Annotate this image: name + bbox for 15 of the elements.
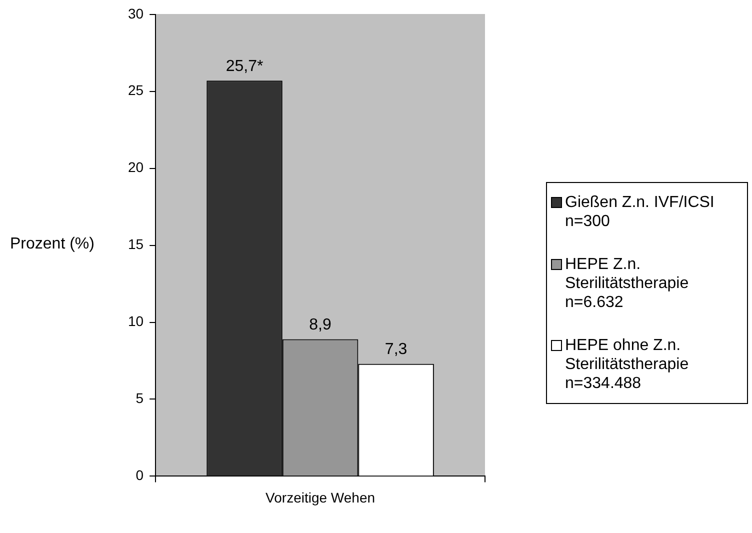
y-tick-label: 30: [128, 5, 144, 22]
legend-label: HEPE ohne Z.n. Sterilitätstherapie n=334.488: [565, 336, 690, 393]
data-label: 7,3: [384, 341, 408, 358]
data-label: 8,9: [309, 316, 332, 334]
y-tick-label: 0: [136, 467, 144, 484]
y-tick-label: 25: [128, 82, 144, 98]
legend-label: Gießen Z.n. IVF/ICSI n=300: [565, 193, 716, 231]
legend-label: HEPE Z.n. Sterilitätstherapie n=6.632: [565, 255, 690, 312]
data-label: 25,7*: [226, 58, 264, 75]
y-tick-label: 20: [128, 159, 144, 176]
y-tick-label: 15: [128, 236, 144, 252]
y-tick-label: 5: [136, 390, 144, 406]
y-tick-label: 10: [128, 313, 144, 330]
x-tick-label: Vorzeitige Wehen: [266, 489, 376, 506]
y-axis-title: Prozent (%): [10, 236, 94, 253]
